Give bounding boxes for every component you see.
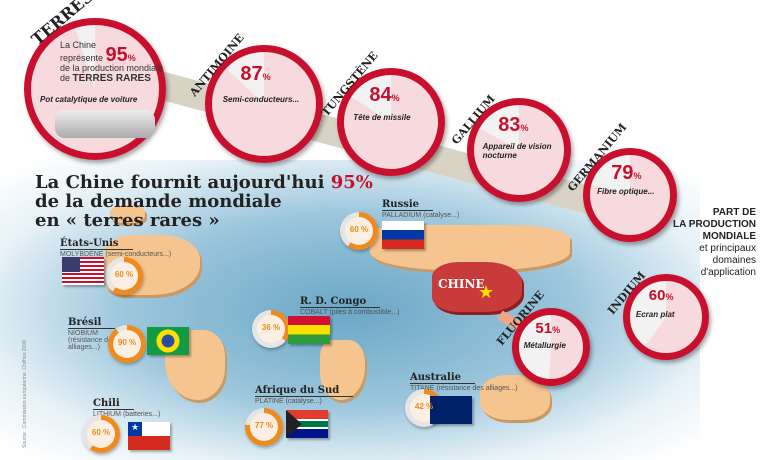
land-africa — [320, 340, 365, 400]
application-gallium: Appareil de vision nocturne — [482, 141, 552, 160]
china-shape — [432, 262, 522, 312]
main-percent: 95 — [105, 44, 128, 66]
application-label: Pot catalytique de voiture — [40, 95, 138, 104]
application-fluorine: Métallurgie — [523, 340, 566, 350]
flag-ru — [382, 221, 424, 249]
main-text: La Chine représente 95% de la production… — [60, 40, 164, 84]
country-share-donut: 77 % — [245, 408, 283, 446]
flag-za-triangle — [286, 410, 302, 438]
country-name: R. D. Congo — [300, 296, 381, 308]
circle-fluorine — [512, 308, 590, 386]
country-name: Afrique du Sud — [255, 385, 354, 397]
circle-germanium — [583, 148, 677, 242]
source-note: Source : Commission européenne. Chiffres… — [22, 339, 28, 448]
circle-tungstene — [337, 68, 445, 176]
country-name: Australie — [410, 372, 475, 384]
country-share-donut: 60 % — [105, 257, 143, 295]
country-share-donut: 36 % — [252, 310, 290, 348]
percent-fluorine: 51% — [535, 319, 561, 337]
country-metal: COBALT (piles à combustible...) — [300, 309, 400, 316]
flag-au — [430, 396, 472, 424]
country-share-donut: 90 % — [108, 325, 146, 363]
flag-us-canton — [62, 257, 80, 272]
legend: PART DE LA PRODUCTION MONDIALE et princi… — [673, 207, 756, 278]
country-name: Brésil — [68, 317, 116, 329]
percent-germanium: 79% — [611, 162, 642, 185]
country-metal: TITANE (résistance des alliages...) — [410, 385, 518, 392]
country-name: Russie — [382, 199, 434, 211]
country-share-donut: 60 % — [82, 415, 120, 453]
country-metal: MOLYBDÈNE (semi-conducteurs...) — [60, 251, 172, 258]
headline: La Chine fournit aujourd'hui 95% de la d… — [35, 172, 373, 231]
application-antimoine: Semi-conducteurs... — [222, 94, 300, 104]
circle-antimoine — [205, 45, 323, 163]
star-icon: ★ — [478, 282, 495, 302]
percent-antimoine: 87% — [240, 62, 271, 85]
flag-cl-canton: ★ — [128, 422, 142, 436]
flag-cg — [288, 316, 330, 344]
catalytic-converter-image — [55, 110, 155, 138]
country-name: États-Unis — [60, 238, 133, 250]
country-name: Chili — [93, 398, 134, 410]
country-metal: LITHIUM (batteries...) — [93, 411, 161, 418]
flag-br — [147, 327, 189, 355]
china-label: CHINE — [438, 277, 485, 291]
percent-gallium: 83% — [498, 113, 529, 136]
country-metal: PALLADIUM (catalyse...) — [382, 212, 460, 219]
percent-indium: 60% — [648, 286, 674, 304]
application-tungstene: Tête de missile — [353, 113, 411, 123]
application-indium: Ecran plat — [635, 310, 675, 320]
percent-tungstene: 84% — [369, 84, 400, 107]
circle-indium — [623, 274, 709, 360]
country-share-donut: 60 % — [340, 212, 378, 250]
country-metal: NIOBIUM (résistance des alliages...) — [68, 330, 116, 351]
land-greenland — [110, 205, 145, 223]
circle-gallium — [467, 98, 571, 202]
country-metal: PLATINE (catalyse...) — [255, 398, 322, 405]
application-germanium: Fibre optique... — [597, 187, 655, 197]
